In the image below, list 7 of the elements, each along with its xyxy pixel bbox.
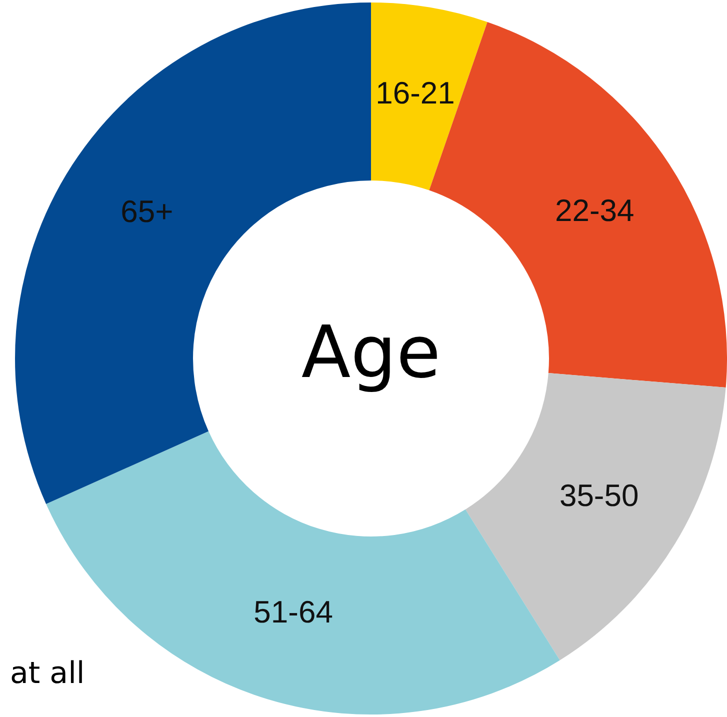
slice-label: 51-64	[254, 594, 333, 630]
slice-label: 16-21	[376, 76, 455, 111]
slice-label: 22-34	[554, 193, 634, 228]
text: Age	[301, 310, 441, 394]
slice-label: 35-50	[559, 478, 639, 513]
text: at all	[10, 656, 85, 691]
slice-label: 65+	[120, 194, 174, 229]
